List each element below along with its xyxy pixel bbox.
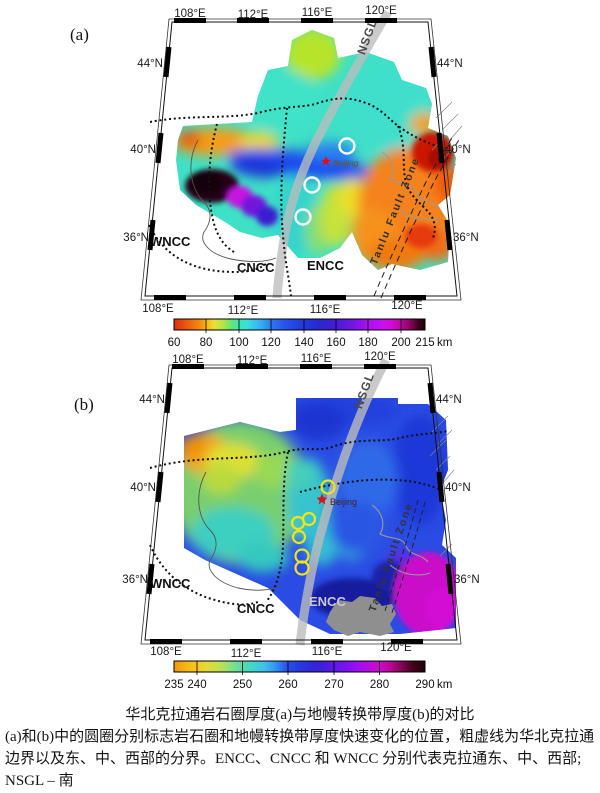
panel-b-colorbar: 235 240 250 260 270 280 290 km (164, 660, 452, 691)
panel-b-lat-labels: 44°N 40°N 36°N 44°N 40°N 36°N (122, 394, 479, 586)
caption-line-2: 边界以及东、中、西部的分界。ENCC、CNCC 和 WNCC 分别代表克拉通东、… (5, 751, 582, 789)
panel-a-cncc-label: CNCC (237, 260, 275, 275)
svg-text:120°E: 120°E (380, 642, 412, 654)
svg-text:112°E: 112°E (231, 648, 262, 660)
svg-text:116°E: 116°E (310, 304, 341, 316)
svg-text:40°N: 40°N (445, 144, 471, 156)
svg-text:36°N: 36°N (123, 232, 149, 244)
svg-text:290: 290 (415, 679, 434, 691)
svg-text:112°E: 112°E (237, 355, 268, 367)
svg-text:116°E: 116°E (301, 353, 332, 365)
svg-text:40°N: 40°N (445, 482, 471, 494)
svg-text:108°E: 108°E (142, 303, 174, 315)
svg-text:112°E: 112°E (238, 9, 269, 21)
panel-b-colorbar-unit: km (437, 679, 452, 691)
svg-text:140: 140 (294, 337, 313, 349)
svg-text:112°E: 112°E (228, 305, 259, 317)
svg-text:270: 270 (324, 679, 343, 691)
panel-b-wncc-label: WNCC (150, 576, 191, 591)
figure-caption: 华北克拉通岩石圈厚度(a)与地幔转换带厚度(b)的对比 (a)和(b)中的圆圈分… (0, 700, 600, 793)
svg-text:120°E: 120°E (391, 300, 423, 312)
beijing-star-icon (316, 493, 328, 505)
panel-b-letter: (b) (74, 395, 94, 414)
svg-text:36°N: 36°N (454, 574, 480, 586)
panel-a-frame (140, 18, 462, 301)
panel-b-craton-boundaries (149, 430, 448, 606)
svg-text:100: 100 (229, 337, 248, 349)
panel-a-colorbar-labels: 60 80 100 120 140 160 180 200 215 km (168, 337, 453, 349)
svg-text:44°N: 44°N (137, 58, 163, 70)
svg-text:116°E: 116°E (302, 7, 333, 19)
panel-a-colorbar: 60 80 100 120 140 160 180 200 215 km (168, 318, 453, 349)
panel-b-colorbar-labels: 235 240 250 260 270 280 290 km (164, 679, 452, 691)
panel-a-lon-labels-bottom: 108°E 112°E 116°E 120°E (142, 300, 423, 317)
panel-b-beijing-label: Beijing (330, 497, 357, 507)
svg-text:250: 250 (233, 679, 252, 691)
svg-text:280: 280 (370, 679, 389, 691)
svg-text:260: 260 (278, 679, 297, 691)
caption-title: 华北克拉通岩石圈厚度(a)与地幔转换带厚度(b)的对比 (125, 707, 475, 723)
panel-b-encc-label: ENCC (309, 594, 346, 609)
panel-a-craton-boundaries (148, 97, 441, 297)
panel-a-lat-labels: 44°N 40°N 36°N 44°N 40°N 36°N (123, 58, 478, 244)
panel-b: (b) (74, 351, 480, 691)
panel-b-cncc-label: CNCC (237, 601, 275, 616)
panel-a-wncc-label: WNCC (150, 234, 191, 249)
caption-line-1: (a)和(b)中的圆圈分别标志岩石圈和地幔转换带厚度快速变化的位置，粗虚线为华北… (5, 729, 595, 745)
panel-b-no-data-blob (326, 596, 396, 636)
svg-text:44°N: 44°N (436, 394, 462, 406)
svg-text:116°E: 116°E (312, 646, 343, 658)
svg-text:120°E: 120°E (365, 5, 397, 17)
panel-a: (a) (70, 5, 479, 349)
svg-text:36°N: 36°N (453, 232, 479, 244)
panel-a-lon-labels-top: 108°E 112°E 116°E 120°E (174, 5, 397, 21)
beijing-star-icon (321, 156, 331, 166)
panel-b-frame (140, 364, 462, 645)
nsgl-gravity-lineament-band (272, 9, 392, 299)
svg-text:108°E: 108°E (172, 354, 204, 366)
svg-text:215: 215 (415, 337, 434, 349)
svg-text:60: 60 (168, 337, 181, 349)
panel-a-letter: (a) (70, 25, 89, 44)
svg-text:108°E: 108°E (150, 646, 182, 658)
svg-text:160: 160 (326, 337, 345, 349)
svg-text:108°E: 108°E (174, 8, 206, 20)
svg-text:200: 200 (391, 337, 410, 349)
svg-text:40°N: 40°N (130, 482, 156, 494)
svg-text:36°N: 36°N (122, 574, 148, 586)
panel-a-encc-label: ENCC (307, 258, 344, 273)
panel-b-lon-labels-bottom: 108°E 112°E 116°E 120°E (150, 642, 412, 660)
svg-text:120°E: 120°E (364, 351, 396, 363)
panel-a-tanlu-fault-line (373, 137, 460, 299)
panel-a-rapid-change-circles (294, 137, 356, 226)
panel-a-colorbar-unit: km (437, 337, 452, 349)
svg-text:120: 120 (261, 337, 280, 349)
svg-text:235: 235 (164, 679, 183, 691)
svg-text:80: 80 (200, 337, 213, 349)
svg-text:44°N: 44°N (437, 58, 463, 70)
svg-text:240: 240 (187, 679, 206, 691)
panel-b-coast-lines (198, 415, 455, 591)
svg-text:180: 180 (358, 337, 377, 349)
nsgl-gravity-lineament-band (295, 357, 390, 646)
panel-b-tanlu-fault-line (383, 499, 426, 617)
svg-text:40°N: 40°N (130, 144, 156, 156)
panel-a-beijing-label: Beijing (333, 158, 359, 168)
panel-b-rapid-change-circles (290, 479, 336, 576)
figure-graphic: (a) (70, 5, 480, 691)
svg-text:44°N: 44°N (139, 394, 165, 406)
panel-b-lon-labels-top: 108°E 112°E 116°E 120°E (172, 351, 396, 367)
